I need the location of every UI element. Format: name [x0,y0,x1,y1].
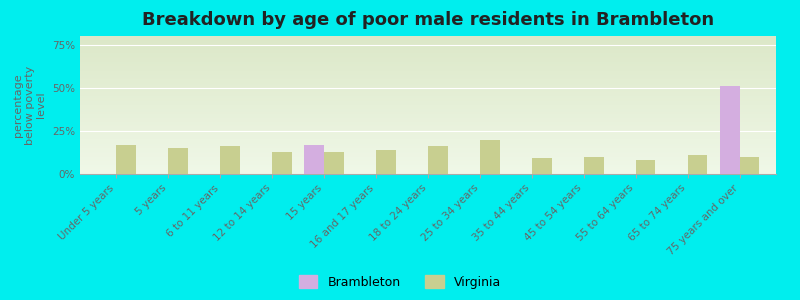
Bar [324,152,344,174]
Bar [636,160,655,174]
Bar [304,145,324,174]
Bar [272,152,292,174]
Bar [376,150,396,174]
Bar [688,155,707,174]
Bar [428,146,448,174]
Title: Breakdown by age of poor male residents in Brambleton: Breakdown by age of poor male residents … [142,11,714,29]
Bar [220,146,240,174]
Bar [116,145,136,174]
Bar [480,140,500,174]
Bar [584,157,603,174]
Y-axis label: percentage
below poverty
level: percentage below poverty level [14,65,46,145]
Bar [168,148,188,174]
Bar [740,157,759,174]
Bar [720,86,740,174]
Bar [532,158,552,174]
Legend: Brambleton, Virginia: Brambleton, Virginia [294,270,506,294]
